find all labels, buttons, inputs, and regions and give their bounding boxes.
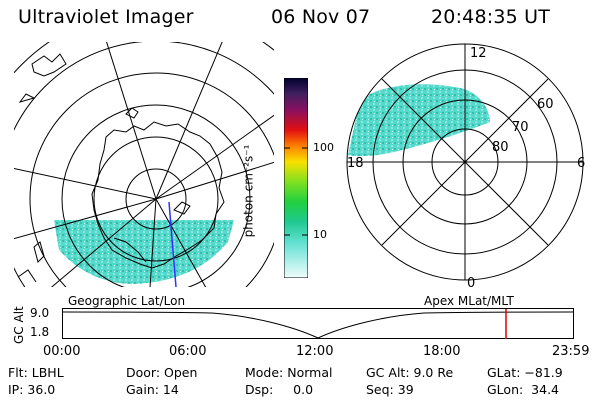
header-date: 06 Nov 07 — [271, 6, 371, 28]
colorbar-tick-100: 100 — [313, 141, 334, 154]
aurora-swath-geo — [54, 220, 234, 284]
mlt-label-0: 0 — [467, 276, 476, 291]
timeline-ymin: 1.8 — [30, 325, 50, 339]
mlt-label-6: 6 — [577, 156, 586, 171]
info-gain: Gain: 14 — [126, 382, 179, 397]
altitude-curve — [62, 311, 574, 339]
mlat-label-60: 60 — [537, 97, 554, 112]
info-gc-alt: GC Alt: 9.0 Re — [366, 365, 454, 380]
geo-coord-label: Geographic Lat/Lon — [68, 294, 186, 308]
xtick-0000: 00:00 — [43, 344, 81, 359]
apex-coord-label: Apex MLat/MLT — [424, 294, 514, 308]
xtick-2359: 23:59 — [552, 344, 590, 359]
info-dsp: Dsp: 0.0 — [245, 382, 314, 397]
timeline-ymax: 9.0 — [30, 306, 50, 320]
mlat-label-80: 80 — [492, 140, 509, 155]
geographic-map — [14, 42, 274, 287]
xtick-1800: 18:00 — [423, 344, 461, 359]
mlt-label-12: 12 — [470, 46, 487, 61]
info-glon: GLon: 34.4 — [487, 382, 559, 397]
info-glat: GLat: −81.9 — [487, 365, 563, 380]
app-title: Ultraviolet Imager — [18, 6, 194, 28]
info-filter: Flt: LBHL — [8, 365, 64, 380]
xtick-0600: 06:00 — [169, 344, 207, 359]
info-door: Door: Open — [126, 365, 198, 380]
header-time: 20:48:35 UT — [431, 6, 551, 28]
colorbar-unit-label: photon cm⁻²s⁻¹ — [241, 144, 256, 238]
info-mode: Mode: Normal — [245, 365, 333, 380]
info-seq: Seq: 39 — [366, 382, 414, 397]
info-ip: IP: 36.0 — [8, 382, 56, 397]
colorbar — [284, 78, 308, 278]
magnetic-polar-plot — [346, 43, 584, 281]
colorbar-tick-10: 10 — [313, 228, 327, 241]
coastline-antarctica — [91, 121, 225, 269]
mlt-label-18: 18 — [347, 156, 364, 171]
xtick-1200: 12:00 — [296, 344, 334, 359]
mlat-label-70: 70 — [512, 120, 529, 135]
altitude-timeline — [62, 308, 574, 339]
timeline-axis-label: GC Alt — [12, 306, 26, 344]
